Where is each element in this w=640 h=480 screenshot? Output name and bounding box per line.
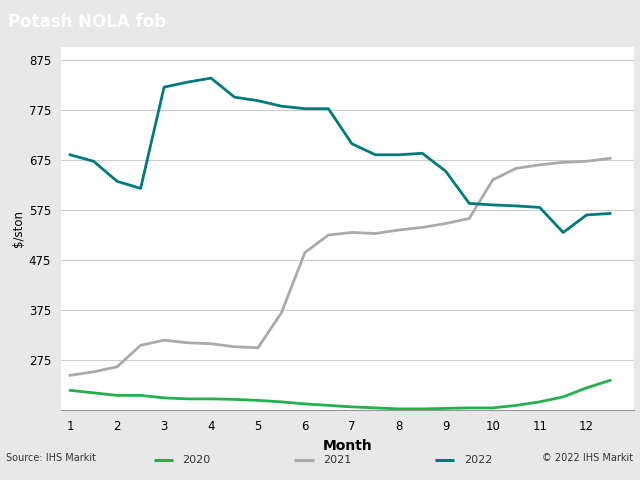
Text: Potash NOLA fob: Potash NOLA fob	[8, 13, 166, 31]
Text: Source: IHS Markit: Source: IHS Markit	[6, 454, 97, 463]
Y-axis label: $/ston: $/ston	[12, 210, 24, 247]
Text: 2022: 2022	[464, 455, 492, 465]
Text: © 2022 IHS Markit: © 2022 IHS Markit	[543, 454, 634, 463]
Text: 2020: 2020	[182, 455, 211, 465]
X-axis label: Month: Month	[323, 439, 372, 453]
Text: 2021: 2021	[323, 455, 351, 465]
